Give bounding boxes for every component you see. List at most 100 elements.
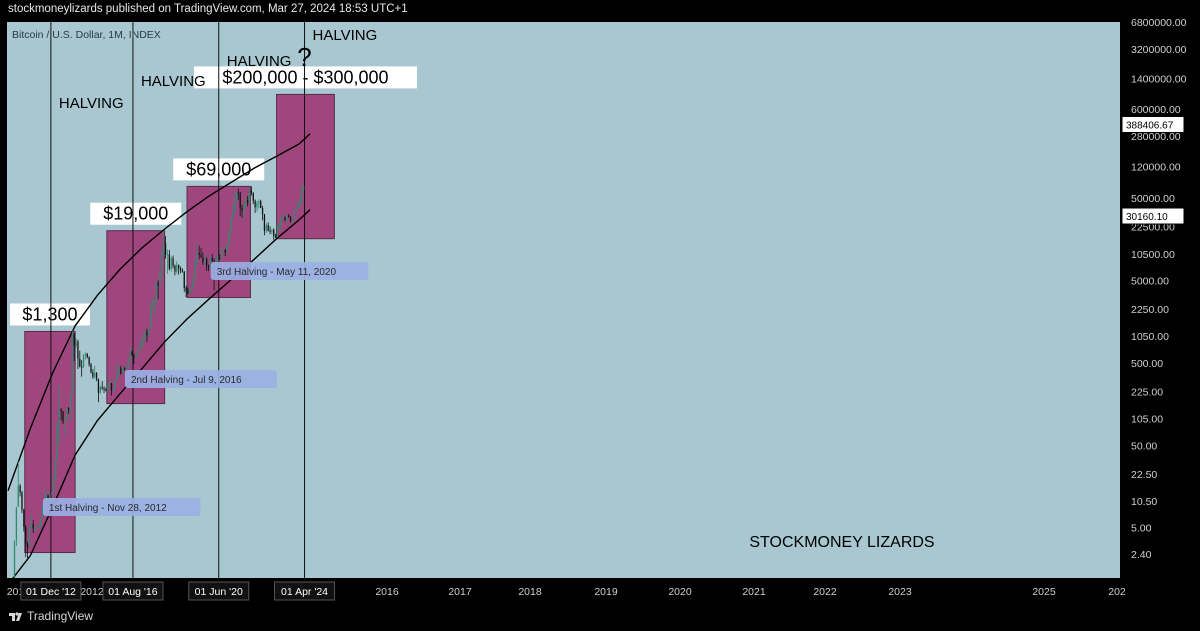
x-highlight-label: 01 Dec '12 [26, 586, 76, 598]
candle-body [235, 192, 238, 202]
candle-body [202, 257, 204, 263]
candle-body [269, 230, 271, 232]
candle-body [151, 305, 154, 309]
candle-body [194, 261, 197, 278]
candle-body [150, 308, 152, 328]
candle-body [56, 423, 59, 460]
cycle-box-label: $200,000 - $300,000 [222, 67, 388, 87]
y-tick-label: 2250.00 [1131, 304, 1169, 316]
cycle-box-label-bg [9, 303, 90, 326]
candle-body [135, 355, 137, 358]
candle-body [207, 265, 210, 268]
candle-body [131, 352, 133, 355]
footer-bar: TradingView [0, 603, 1200, 631]
candle-body [114, 379, 116, 390]
candle-body [276, 225, 279, 238]
halving-marker-bg [124, 370, 277, 388]
candle-body [146, 331, 148, 336]
candle-body [220, 251, 223, 259]
y-tick-label: 50000.00 [1131, 193, 1175, 205]
candle-body [95, 372, 98, 379]
candle-body [224, 250, 226, 253]
candle-body [15, 507, 18, 541]
candle-body [73, 333, 75, 346]
candle-body [41, 505, 44, 518]
candle-body [142, 339, 144, 341]
candle-body [245, 200, 247, 205]
candle-body [103, 388, 105, 390]
halving-label: HALVING [141, 73, 206, 90]
candle-body [66, 408, 68, 419]
plot-layer: $1,300$19,000$69,000$200,000 - $300,000H… [7, 22, 935, 578]
candle-body [69, 394, 72, 411]
y-tick-label: 3200000.00 [1131, 44, 1187, 56]
y-tick-label: 5.00 [1131, 523, 1152, 535]
candle-body [79, 358, 81, 367]
candle-body [32, 524, 34, 529]
upper-channel-line [7, 133, 311, 492]
candle-body [179, 268, 182, 271]
candle-body [123, 367, 126, 370]
candle-body [58, 408, 60, 424]
y-tick-label: 120000.00 [1131, 162, 1181, 174]
candle-body [107, 385, 109, 391]
candle-body [211, 257, 213, 262]
watermark: STOCKMONEY LIZARDS [749, 534, 934, 551]
candle-body [192, 277, 195, 288]
candle-body [181, 270, 184, 272]
candle-body [81, 366, 83, 368]
candle-body [125, 366, 128, 370]
tradingview-brand: TradingView [27, 609, 94, 623]
candle-body [122, 367, 124, 374]
candle-body [286, 215, 288, 220]
candle-body [248, 190, 251, 203]
candle-body [47, 495, 49, 499]
candle-body [187, 290, 189, 294]
candle-body [299, 203, 301, 205]
future-question-mark: ? [297, 42, 311, 72]
halving-marker-label: 1st Halving - Nov 28, 2012 [49, 503, 167, 514]
candle-body [60, 408, 62, 412]
candle-body [256, 203, 258, 208]
candle-body [198, 252, 200, 256]
candle-body [204, 258, 206, 263]
candle-body [159, 271, 161, 286]
candle-body [200, 255, 202, 258]
x-highlight-bg [102, 581, 164, 601]
candle-body [77, 341, 79, 359]
x-highlight-label: 01 Aug '16 [108, 586, 157, 598]
candle-body [140, 339, 142, 349]
candle-body [51, 492, 53, 495]
chart-title: Bitcoin / U.S. Dollar, 1M, INDEX [12, 29, 161, 41]
candle-body [172, 258, 174, 266]
candle-body [110, 383, 113, 391]
candle-body [252, 193, 254, 201]
x-tick-label: 2022 [813, 586, 837, 598]
candle-body [232, 212, 234, 218]
y-tick-label: 50.00 [1131, 440, 1157, 452]
y-tick-label: 1400000.00 [1131, 74, 1187, 86]
candle-body [30, 524, 32, 530]
candle-body [127, 360, 129, 367]
candle-body [263, 214, 266, 231]
x-highlight-label: 01 Apr '24 [281, 586, 328, 598]
x-tick-label: 2021 [742, 586, 766, 598]
candle-body [196, 252, 198, 262]
candle-body [88, 357, 90, 365]
y-tick-label: 600000.00 [1131, 104, 1181, 116]
candle-body [247, 200, 249, 203]
candle-body [54, 459, 57, 478]
candle-body [112, 389, 115, 391]
x-highlight-bg [188, 581, 250, 601]
candle-body [97, 378, 100, 393]
candle-body [228, 231, 230, 245]
candle-body [170, 258, 172, 269]
candle-body [84, 353, 87, 355]
candle-body [219, 257, 221, 259]
candle-body [118, 368, 120, 373]
y-tick-label: 105.00 [1131, 414, 1163, 426]
candle-body [108, 383, 111, 386]
candle-body [239, 192, 241, 209]
